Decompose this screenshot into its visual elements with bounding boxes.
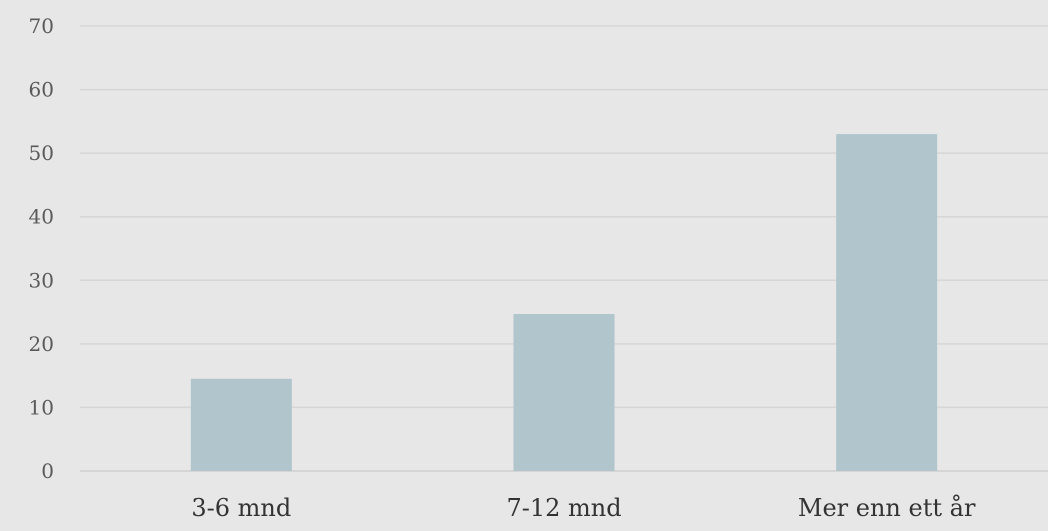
bar-1: [190, 378, 292, 471]
category-label: Mer enn ett år: [798, 493, 976, 522]
x-axis-categories: 3-6 mnd 7-12 mnd Mer enn ett år: [191, 493, 976, 522]
y-tick-label: 40: [29, 205, 54, 229]
y-tick-label: 30: [29, 268, 54, 292]
bars: [190, 134, 938, 472]
y-tick-label: 60: [29, 78, 54, 102]
y-tick-label: 70: [29, 14, 54, 38]
bar-2: [513, 313, 615, 471]
bar-3: [836, 134, 938, 472]
y-tick-label: 50: [29, 141, 54, 165]
y-tick-label: 0: [41, 459, 54, 483]
y-tick-label: 20: [29, 332, 54, 356]
y-tick-label: 10: [29, 395, 54, 419]
category-label: 7-12 mnd: [506, 494, 621, 522]
y-axis-ticks: 0 10 20 30 40 50 60 70: [29, 14, 54, 483]
category-label: 3-6 mnd: [191, 494, 291, 522]
